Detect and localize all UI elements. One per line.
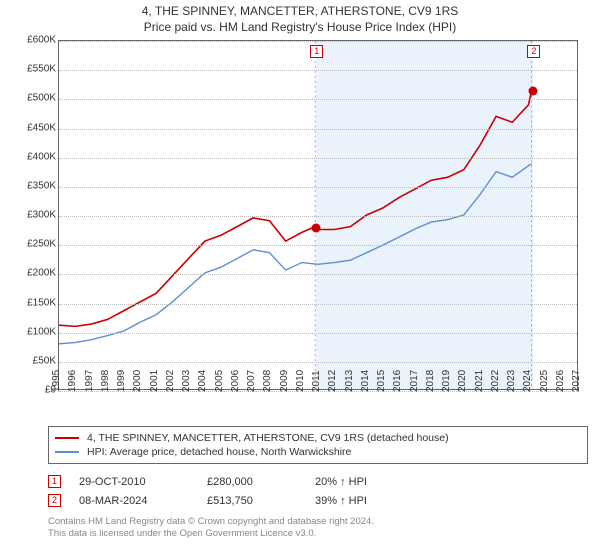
gridline-h (59, 274, 577, 275)
sale-date: 29-OCT-2010 (79, 476, 189, 488)
sale-row: 1 29-OCT-2010 £280,000 20% ↑ HPI (48, 472, 588, 491)
series-price_paid (59, 91, 531, 326)
x-tick-label: 2010 (295, 370, 306, 392)
x-tick-label: 2013 (343, 370, 354, 392)
x-tick-label: 2009 (278, 370, 289, 392)
x-tick-label: 2016 (392, 370, 403, 392)
x-tick-label: 2006 (230, 370, 241, 392)
plot-area: 12 (58, 40, 578, 390)
gridline-h (59, 304, 577, 305)
y-tick-label: £250K (27, 239, 56, 250)
x-tick-label: 1998 (100, 370, 111, 392)
x-tick-label: 2003 (181, 370, 192, 392)
sale-price: £513,750 (207, 495, 297, 507)
legend-label-hpi: HPI: Average price, detached house, Nort… (87, 446, 351, 458)
sale-pct: 39% ↑ HPI (315, 495, 425, 507)
x-tick-label: 2025 (538, 370, 549, 392)
sale-pct: 20% ↑ HPI (315, 476, 425, 488)
y-tick-label: £100K (27, 326, 56, 337)
chart-container: 12 £0£50K£100K£150K£200K£250K£300K£350K£… (10, 40, 590, 420)
gridline-h (59, 216, 577, 217)
x-tick-label: 2019 (441, 370, 452, 392)
x-tick-label: 2026 (555, 370, 566, 392)
y-tick-label: £200K (27, 268, 56, 279)
x-tick-label: 2004 (197, 370, 208, 392)
title-address: 4, THE SPINNEY, MANCETTER, ATHERSTONE, C… (8, 4, 592, 18)
x-tick-label: 1997 (83, 370, 94, 392)
footnote-line1: Contains HM Land Registry data © Crown c… (48, 516, 588, 528)
y-tick-label: £300K (27, 210, 56, 221)
chart-marker-dot (529, 87, 538, 96)
x-tick-label: 2001 (148, 370, 159, 392)
x-tick-label: 2024 (522, 370, 533, 392)
x-tick-label: 2017 (408, 370, 419, 392)
gridline-h (59, 362, 577, 363)
gridline-h (59, 245, 577, 246)
sale-date: 08-MAR-2024 (79, 495, 189, 507)
title-subtitle: Price paid vs. HM Land Registry's House … (8, 20, 592, 34)
chart-title-block: 4, THE SPINNEY, MANCETTER, ATHERSTONE, C… (0, 0, 600, 36)
x-tick-label: 2007 (246, 370, 257, 392)
y-tick-label: £150K (27, 297, 56, 308)
legend-swatch-hpi (55, 451, 79, 453)
gridline-h (59, 41, 577, 42)
gridline-h (59, 99, 577, 100)
x-tick-label: 2020 (457, 370, 468, 392)
legend-label-price: 4, THE SPINNEY, MANCETTER, ATHERSTONE, C… (87, 432, 449, 444)
x-tick-label: 2022 (490, 370, 501, 392)
x-tick-label: 1996 (67, 370, 78, 392)
sale-row: 2 08-MAR-2024 £513,750 39% ↑ HPI (48, 491, 588, 510)
y-tick-label: £500K (27, 93, 56, 104)
x-tick-label: 2023 (506, 370, 517, 392)
x-tick-label: 2012 (327, 370, 338, 392)
y-tick-label: £400K (27, 151, 56, 162)
legend: 4, THE SPINNEY, MANCETTER, ATHERSTONE, C… (48, 426, 588, 464)
x-tick-label: 2008 (262, 370, 273, 392)
sale-price: £280,000 (207, 476, 297, 488)
sale-marker: 2 (48, 494, 61, 507)
x-tick-label: 2005 (213, 370, 224, 392)
gridline-h (59, 333, 577, 334)
legend-row-price: 4, THE SPINNEY, MANCETTER, ATHERSTONE, C… (55, 431, 581, 445)
chart-marker-box: 2 (527, 45, 540, 58)
gridline-h (59, 158, 577, 159)
y-tick-label: £550K (27, 64, 56, 75)
y-tick-label: £600K (27, 35, 56, 46)
y-tick-label: £450K (27, 122, 56, 133)
x-tick-label: 2014 (360, 370, 371, 392)
chart-svg (59, 41, 577, 389)
footnote-line2: This data is licensed under the Open Gov… (48, 528, 588, 540)
chart-marker-dot (312, 223, 321, 232)
sale-marker: 1 (48, 475, 61, 488)
x-tick-label: 2018 (425, 370, 436, 392)
gridline-h (59, 129, 577, 130)
legend-row-hpi: HPI: Average price, detached house, Nort… (55, 445, 581, 459)
x-tick-label: 2011 (311, 370, 322, 392)
y-tick-label: £50K (33, 355, 56, 366)
x-tick-label: 2027 (571, 370, 582, 392)
x-tick-label: 1995 (51, 370, 62, 392)
x-tick-label: 2021 (473, 370, 484, 392)
x-tick-label: 2000 (132, 370, 143, 392)
gridline-h (59, 70, 577, 71)
footnote: Contains HM Land Registry data © Crown c… (48, 516, 588, 541)
series-hpi (59, 164, 531, 344)
legend-swatch-price (55, 437, 79, 439)
x-tick-label: 2015 (376, 370, 387, 392)
x-tick-label: 1999 (116, 370, 127, 392)
gridline-h (59, 187, 577, 188)
chart-marker-box: 1 (310, 45, 323, 58)
y-tick-label: £350K (27, 180, 56, 191)
sales-table: 1 29-OCT-2010 £280,000 20% ↑ HPI 2 08-MA… (48, 472, 588, 510)
x-tick-label: 2002 (165, 370, 176, 392)
